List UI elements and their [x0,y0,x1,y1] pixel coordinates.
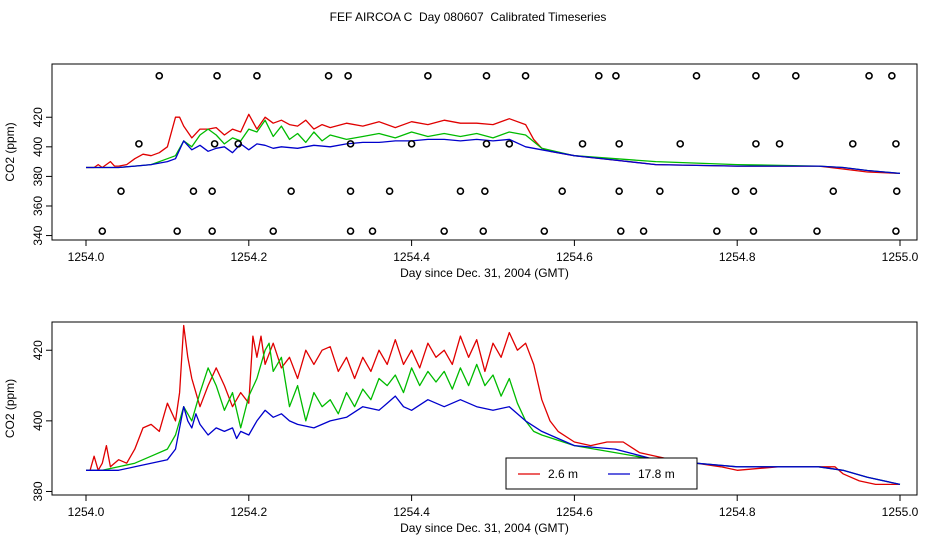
top-marker-point [692,72,701,80]
top-marker-point [676,140,685,148]
legend-box [505,457,698,490]
bottom-x-tick-label: 1254.0 [68,505,105,519]
bottom-series-red-line [86,324,900,486]
top-marker-point [615,140,623,148]
top-marker-point [540,227,549,235]
top-marker-point [892,140,900,148]
bottom-series-green-line [86,342,901,486]
top-series-green-line [86,119,901,175]
bottom-x-axis-label: Day since Dec. 31, 2004 (GMT) [400,521,569,535]
top-marker-point [865,72,873,80]
top-marker-point [558,187,566,195]
top-x-tick-label: 1254.6 [556,250,593,264]
top-marker-point [578,140,587,148]
legend-label: 2.6 m [548,467,578,481]
top-marker-point [482,140,491,148]
top-marker-point [749,187,758,195]
top-marker-point [479,227,488,235]
bottom-x-tick-label: 1255.0 [882,505,919,519]
top-marker-point [424,72,432,80]
bottom-y-tick-label: 380 [31,481,45,501]
top-marker-point [892,227,900,235]
top-y-axis-label: CO2 (ppm) [3,122,17,181]
top-marker-point [253,72,261,80]
top-y-tick-label: 340 [31,225,45,245]
top-marker-point [407,140,416,148]
top-series-red-line [86,113,901,175]
top-marker-point [346,227,355,235]
bottom-plot-frame [51,321,918,496]
top-marker-point [208,227,216,235]
top-marker-point [713,227,721,235]
top-marker-point [792,72,800,80]
top-marker-point [135,140,143,148]
top-marker-point [189,187,198,195]
top-series-blue-line [86,138,901,175]
top-marker-point [155,72,164,80]
top-marker-point [385,187,394,195]
top-marker-point [892,187,901,195]
top-marker-point [344,72,352,80]
bottom-y-tick-label: 420 [31,340,45,360]
bottom-y-tick-label: 400 [31,411,45,431]
top-marker-point [595,72,603,80]
top-y-tick-label: 360 [31,196,45,216]
bottom-x-tick-label: 1254.8 [719,505,756,519]
top-marker-point [752,72,760,80]
top-y-tick-label: 380 [31,166,45,186]
top-marker-point [813,227,821,235]
top-marker-point [888,72,896,80]
top-marker-point [346,187,355,195]
top-marker-point [612,72,620,80]
top-marker-point [656,187,664,195]
top-marker-point [731,187,740,195]
top-marker-point [456,187,465,195]
top-marker-point [324,72,333,80]
top-x-tick-label: 1254.0 [68,250,105,264]
top-plot-frame [51,63,918,241]
figure-title: FEF AIRCOA C Day 080607 Calibrated Times… [329,10,607,24]
top-marker-point [481,187,489,195]
top-marker-point [208,187,216,195]
top-marker-point [346,140,355,148]
top-marker-point [234,140,243,148]
top-marker-point [440,227,448,235]
top-marker-point [173,227,181,235]
top-marker-point [829,187,838,195]
top-marker-point [505,140,514,148]
top-marker-point [848,140,857,148]
top-y-tick-label: 420 [31,107,45,127]
top-marker-point [269,227,278,235]
top-y-tick-label: 400 [31,136,45,156]
top-marker-point [368,227,377,235]
top-marker-point [98,227,107,235]
top-marker-point [521,72,530,80]
top-marker-point [615,187,623,195]
legend-label: 17.8 m [638,467,675,481]
bottom-x-tick-label: 1254.4 [393,505,430,519]
top-x-tick-label: 1254.8 [719,250,756,264]
top-marker-point [752,140,760,148]
bottom-y-axis-label: CO2 (ppm) [3,379,17,438]
top-marker-point [616,227,625,235]
bottom-x-tick-label: 1254.6 [556,505,593,519]
top-marker-point [749,227,758,235]
top-x-tick-label: 1255.0 [882,250,919,264]
top-x-tick-label: 1254.4 [393,250,430,264]
bottom-series-blue-line [86,395,901,486]
top-marker-point [775,140,784,148]
top-x-tick-label: 1254.2 [230,250,267,264]
top-x-axis-label: Day since Dec. 31, 2004 (GMT) [400,266,569,280]
top-marker-point [639,227,648,235]
top-marker-point [117,187,125,195]
top-marker-point [210,140,219,148]
top-marker-point [213,72,221,80]
top-marker-point [287,187,295,195]
top-marker-point [482,72,491,80]
bottom-x-tick-label: 1254.2 [230,505,267,519]
